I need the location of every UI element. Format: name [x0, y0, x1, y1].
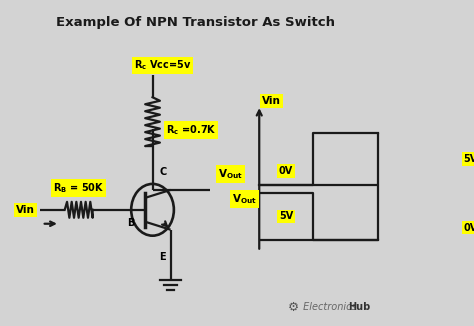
Text: $\mathregular{V_{Out}}$: $\mathregular{V_{Out}}$	[232, 192, 257, 206]
Text: Electronics: Electronics	[301, 303, 360, 312]
Text: 0V: 0V	[279, 166, 293, 176]
Text: C: C	[159, 167, 166, 177]
Text: Example Of NPN Transistor As Switch: Example Of NPN Transistor As Switch	[56, 16, 335, 29]
Text: Hub: Hub	[348, 303, 370, 312]
Text: $\mathregular{R_c}$ =0.7K: $\mathregular{R_c}$ =0.7K	[166, 123, 217, 137]
Text: Vin: Vin	[16, 205, 35, 215]
Text: $\mathregular{V_{Out}}$: $\mathregular{V_{Out}}$	[218, 167, 243, 181]
Text: $\mathregular{R_B}$ = 50K: $\mathregular{R_B}$ = 50K	[53, 181, 104, 195]
Text: E: E	[159, 252, 166, 262]
Text: B: B	[127, 218, 134, 228]
Text: $\mathregular{R_c}$ Vcc=5v: $\mathregular{R_c}$ Vcc=5v	[134, 59, 191, 72]
Text: 0V: 0V	[464, 223, 474, 233]
Text: 5V: 5V	[279, 211, 293, 221]
Text: Vin: Vin	[262, 96, 281, 106]
Text: 5V: 5V	[464, 154, 474, 164]
Text: ⚙: ⚙	[288, 301, 299, 314]
